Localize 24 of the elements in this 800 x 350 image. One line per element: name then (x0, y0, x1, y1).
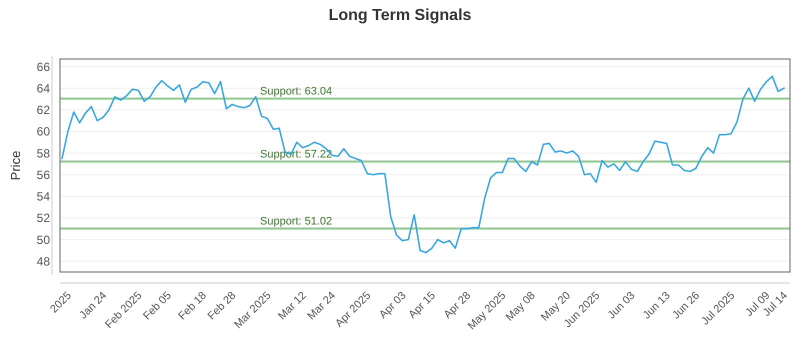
x-tick-label: Jun 26 (670, 290, 702, 322)
y-tick-label: 48 (36, 254, 50, 268)
x-tick-label: Jun 13 (640, 290, 673, 322)
ref-line-label: Support: 51.02 (260, 216, 332, 228)
y-tick-label: 66 (36, 60, 50, 74)
line-series (61, 76, 785, 254)
x-tick-label: May 08 (504, 290, 538, 324)
chart-title: Long Term Signals (328, 7, 472, 24)
x-tick-label: Jun 03 (606, 290, 638, 322)
x-tick-label: Apr 15 (406, 290, 438, 322)
y-tick-label: 52 (36, 211, 50, 226)
x-tick-label: Jan 24 (77, 290, 110, 322)
x-tick-label: Apr 03 (377, 290, 409, 322)
y-axis-title: Price (8, 150, 23, 180)
x-tick-label: Feb 05 (141, 290, 174, 322)
y-tick-label: 54 (36, 190, 50, 204)
y-tick-label: 64 (36, 81, 50, 96)
y-tick-label: 58 (36, 146, 50, 160)
y-tick-label: 56 (36, 168, 50, 182)
y-tick-label: 50 (36, 232, 50, 247)
ref-line-label: Support: 57.22 (260, 148, 332, 160)
y-tick-label: 60 (36, 124, 50, 139)
y-tick-label: 62 (36, 103, 50, 118)
ref-line-label: Support: 63.04 (260, 86, 332, 98)
